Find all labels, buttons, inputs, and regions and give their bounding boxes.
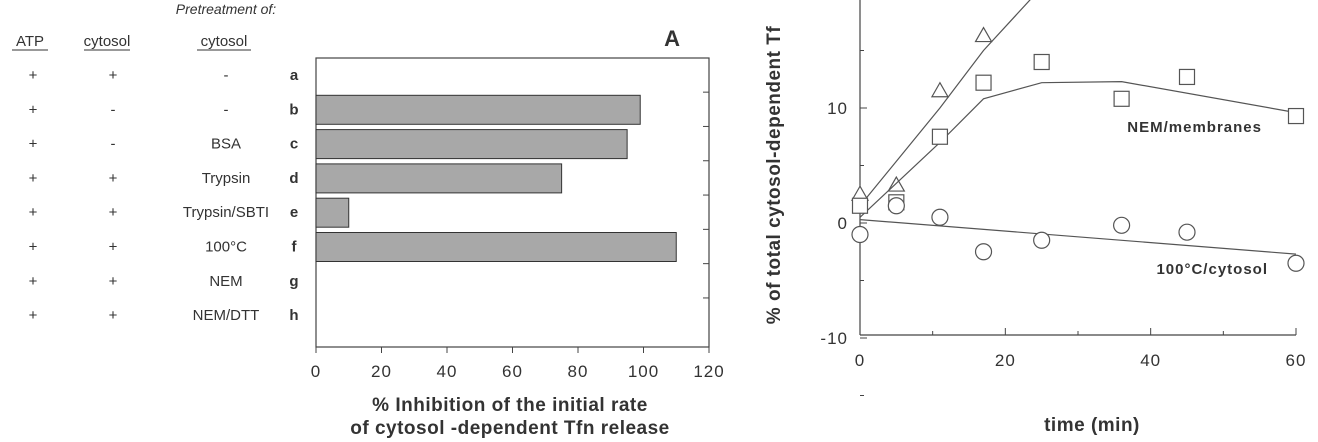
x-tick-label: 20 (995, 351, 1016, 370)
bar-x-tick-label: 60 (502, 362, 523, 381)
pretreatment-cell: Trypsin (202, 170, 251, 187)
series-fit-line (859, 0, 1031, 207)
pretreatment-cell: NEM (209, 273, 242, 290)
square-marker (975, 74, 992, 91)
atp-cell: + (29, 136, 38, 153)
y-tick-label: 0 (838, 214, 848, 233)
square-marker (1178, 68, 1196, 86)
time-course-y-axis-label: % of total cytosol-dependent Tf (764, 26, 785, 325)
row-letter: g (289, 273, 298, 290)
triangle-marker (974, 26, 993, 43)
circle-marker (887, 197, 905, 215)
y-tick-label: 10 (827, 99, 848, 118)
panel-label: A (664, 26, 680, 51)
time-course-x-axis-label: time (min) (1044, 415, 1140, 436)
y-tick-label: -10 (820, 329, 848, 348)
x-tick-label: 60 (1286, 351, 1307, 370)
cytosol-cell: + (109, 67, 118, 84)
bar-x-axis-label-line2: of cytosol -dependent Tfn release (350, 418, 670, 439)
bar-x-tick-label: 100 (628, 362, 659, 381)
triangle-marker (930, 81, 949, 98)
inhibition-bar-chart: A % Inhibition of the initial rate of cy… (311, 26, 724, 439)
pretreatment-cell: Trypsin/SBTI (183, 204, 269, 221)
row-letter: h (289, 307, 298, 324)
pretreatment-cell: - (224, 67, 229, 84)
bar-x-tick-label: 0 (311, 362, 321, 381)
square-marker (1287, 107, 1305, 125)
pretreatment-cytosol-header: cytosol (201, 33, 248, 50)
atp-cell: + (29, 101, 38, 118)
row-letter: b (289, 101, 298, 118)
bar-x-tick-label: 40 (437, 362, 458, 381)
pretreatment-cell: BSA (211, 136, 241, 153)
square-marker (1113, 90, 1130, 107)
atp-header: ATP (16, 33, 44, 50)
cytosol-cell: + (109, 170, 118, 187)
atp-cell: + (29, 307, 38, 324)
circle-marker (1033, 231, 1051, 249)
square-marker (851, 197, 869, 214)
series-fit-line (859, 219, 1297, 255)
square-marker (931, 128, 949, 145)
circle-marker (851, 225, 869, 244)
atp-cell: + (29, 204, 38, 221)
series-fit-line (859, 80, 1297, 218)
release-time-course-chart: % of total cytosol-dependent Tf time (mi… (764, 0, 1307, 436)
cytosol-header: cytosol (84, 33, 131, 50)
row-letter: c (290, 136, 298, 153)
atp-cell: + (29, 239, 38, 256)
x-tick-label: 40 (1140, 351, 1161, 370)
circle-marker (1178, 223, 1196, 241)
bar-x-axis-label-line1: % Inhibition of the initial rate (372, 395, 648, 416)
series-label-nem-membranes: NEM/membranes (1127, 119, 1262, 136)
pretreatment-cell: 100°C (205, 239, 247, 256)
circle-marker (1112, 216, 1131, 234)
atp-cell: + (29, 273, 38, 290)
cytosol-cell: + (109, 204, 118, 221)
row-letter: d (289, 170, 298, 187)
atp-cell: + (29, 170, 38, 187)
row-letter: e (290, 204, 298, 221)
pretreatment-cell: - (224, 101, 229, 118)
y-tick-label: 20 (827, 0, 848, 3)
bar-x-tick-label: 120 (693, 362, 724, 381)
bar (315, 163, 563, 194)
circle-marker (931, 208, 949, 226)
circle-marker (1287, 254, 1305, 272)
cytosol-cell: + (109, 273, 118, 290)
table-header: ATP cytosol Pretreatment of: cytosol (12, 1, 276, 51)
circle-marker (974, 243, 993, 261)
bar-x-tick-label: 20 (371, 362, 392, 381)
cytosol-cell: - (111, 101, 116, 118)
bar (315, 232, 677, 262)
table-rows: + + - a + - - b + - BSA c + + Trypsin d + + Trypsin/SBTI e +… (29, 67, 299, 324)
square-marker (1033, 53, 1050, 71)
x-tick-label: 0 (855, 351, 865, 370)
atp-cell: + (29, 67, 38, 84)
bar-x-tick-label: 80 (568, 362, 589, 381)
cytosol-cell: + (109, 307, 118, 324)
pretreatment-header: Pretreatment of: (176, 1, 276, 17)
pretreatment-cell: NEM/DTT (193, 307, 260, 324)
series-label-100c-cytosol: 100°C/cytosol (1156, 261, 1268, 278)
cytosol-cell: + (109, 239, 118, 256)
cytosol-cell: - (111, 136, 116, 153)
row-letter: a (290, 67, 299, 84)
bar (315, 197, 350, 228)
bar (315, 129, 628, 160)
bar (315, 94, 641, 125)
row-letter: f (292, 239, 298, 256)
